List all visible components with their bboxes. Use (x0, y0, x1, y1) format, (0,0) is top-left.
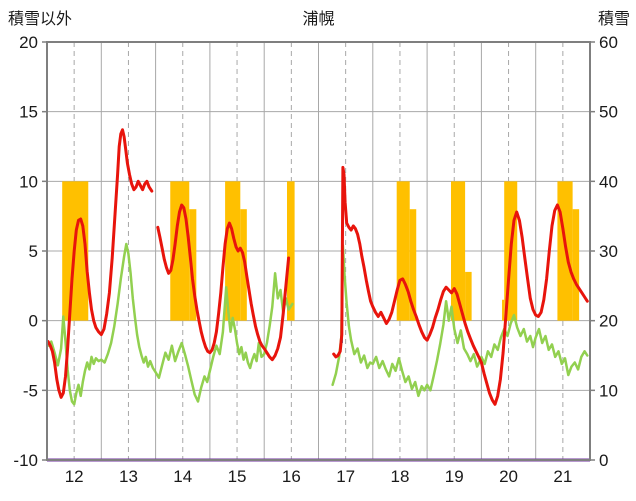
svg-text:15: 15 (228, 467, 247, 486)
svg-text:10: 10 (599, 381, 618, 400)
svg-text:20: 20 (499, 467, 518, 486)
svg-text:20: 20 (599, 312, 618, 331)
svg-text:40: 40 (599, 172, 618, 191)
right-axis-ticks: 60 50 40 30 20 10 0 (590, 33, 618, 470)
svg-text:5: 5 (29, 242, 38, 261)
left-axis-title: 積雪以外 (8, 11, 73, 28)
svg-text:19: 19 (445, 467, 464, 486)
svg-text:50: 50 (599, 103, 618, 122)
svg-text:30: 30 (599, 242, 618, 261)
svg-text:21: 21 (553, 467, 572, 486)
svg-text:12: 12 (65, 467, 84, 486)
svg-text:60: 60 (599, 33, 618, 52)
green-line (46, 242, 589, 406)
svg-text:16: 16 (282, 467, 301, 486)
svg-text:0: 0 (29, 312, 38, 331)
svg-text:17: 17 (336, 467, 355, 486)
x-axis-labels: 12 13 14 15 16 17 18 19 20 21 (65, 467, 573, 486)
svg-text:14: 14 (173, 467, 192, 486)
svg-text:-10: -10 (13, 451, 38, 470)
svg-text:-5: -5 (23, 381, 38, 400)
svg-text:15: 15 (19, 103, 38, 122)
chart-title: 浦幌 (302, 11, 335, 28)
left-axis-ticks: 20 15 10 5 0 -5 -10 (13, 33, 47, 470)
svg-text:0: 0 (599, 451, 608, 470)
red-line (46, 128, 589, 406)
svg-text:10: 10 (19, 172, 38, 191)
svg-text:20: 20 (19, 33, 38, 52)
right-axis-title: 積雪 (597, 11, 630, 28)
svg-text:18: 18 (390, 467, 409, 486)
svg-text:13: 13 (119, 467, 138, 486)
